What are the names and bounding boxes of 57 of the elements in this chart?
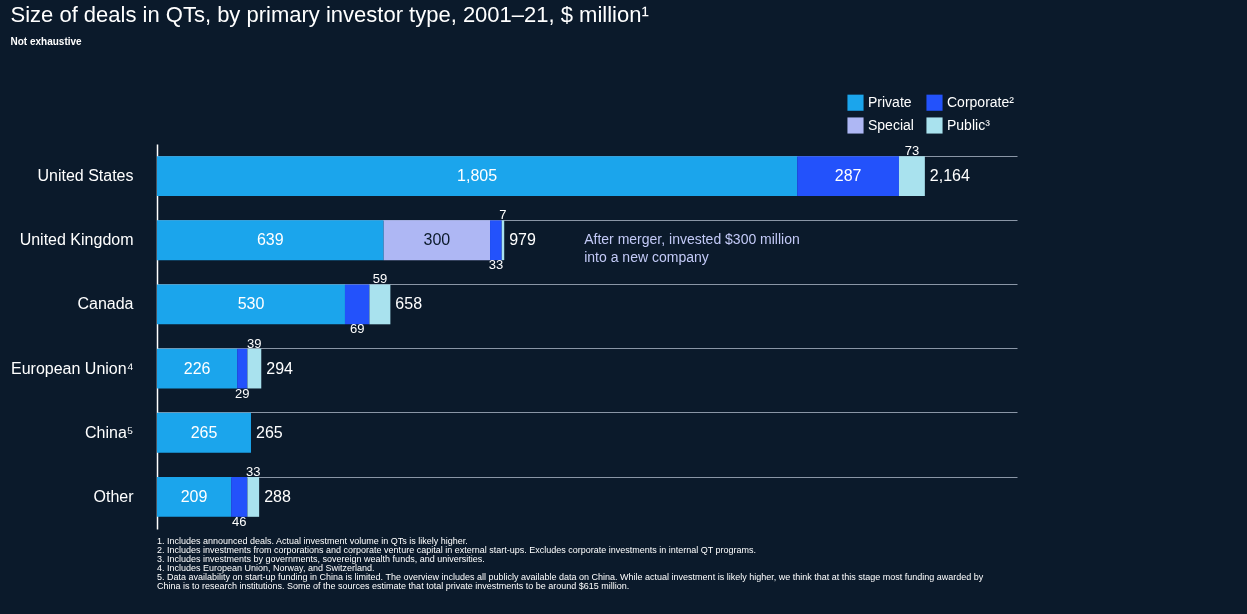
bar — [157, 477, 232, 517]
bar — [157, 220, 384, 261]
data-label: 639 — [256, 231, 284, 249]
legend-label: Public³ — [947, 116, 991, 133]
bar — [247, 477, 260, 517]
legend-label: Special — [868, 116, 914, 133]
y-tick-label: Other — [93, 487, 135, 505]
total-label: 979 — [509, 231, 537, 249]
total-label: 2,164 — [929, 167, 970, 185]
bar — [797, 156, 899, 196]
bar — [369, 284, 391, 325]
bar — [383, 220, 491, 261]
data-label: 287 — [834, 167, 862, 185]
bar — [237, 348, 248, 389]
y-tick-label: United States — [37, 167, 134, 185]
total-label: 658 — [395, 295, 423, 313]
y-tick-label: Canada — [77, 295, 134, 313]
bar — [157, 284, 345, 325]
total-label: 294 — [266, 359, 294, 377]
bar — [157, 412, 251, 453]
bar — [157, 348, 238, 389]
text: 3. Includes investments by governments, sovereign wealth funds, and universities. — [157, 554, 485, 564]
text: Not exhaustive — [10, 36, 83, 47]
text: 4. Includes European Union, Norway, and Switzerland. — [157, 563, 375, 573]
annotation: After merger, invested $300 million into a new company — [584, 231, 800, 266]
bar — [157, 156, 798, 196]
data-label: 29 — [235, 385, 250, 401]
data-label: 530 — [237, 295, 265, 313]
y-tick-label: China⁵ — [85, 423, 134, 441]
text: 2. Includes investments from corporations and corporate venture capital in external start-ups. Excludes corporate investments in internal QT programs. — [157, 545, 757, 555]
legend-label: Private — [868, 93, 912, 110]
total-label: 265 — [255, 423, 283, 441]
data-label: 46 — [232, 513, 247, 529]
bar — [231, 477, 248, 517]
chart-title: Size of deals in QTs, by primary investor type, 2001–21, $ million¹ — [10, 2, 649, 27]
data-label: 209 — [180, 487, 208, 505]
y-tick-label: United Kingdom — [19, 231, 134, 249]
y-tick-label: European Union⁴ — [10, 359, 134, 377]
data-label: 69 — [349, 321, 365, 337]
total-label: 288 — [264, 487, 291, 505]
text: 5. Data availability on start-up funding in China is limited. The overview includes all publicly available data on China. While actual investment is likely higher, we think that at this stage most funding awarded by China is to research institutions. Some of the sources estimate that total private investments to be around $615 million. — [157, 572, 984, 591]
data-label: 33 — [246, 463, 261, 479]
data-label: 73 — [904, 143, 920, 159]
data-label: 33 — [488, 257, 504, 273]
data-label: 226 — [183, 359, 211, 377]
bar — [898, 156, 925, 196]
data-label: 7 — [499, 207, 507, 223]
data-label: 300 — [423, 231, 451, 249]
data-label: 59 — [372, 271, 388, 287]
bar — [490, 220, 502, 261]
data-label: 265 — [190, 423, 218, 441]
legend-label: Corporate² — [947, 93, 1015, 110]
text: 1. Includes announced deals. Actual investment volume in QTs is likely higher. — [157, 536, 468, 546]
bar — [247, 348, 262, 389]
data-label: 39 — [247, 335, 262, 351]
bar — [344, 284, 370, 325]
data-label: 1,805 — [457, 167, 498, 185]
